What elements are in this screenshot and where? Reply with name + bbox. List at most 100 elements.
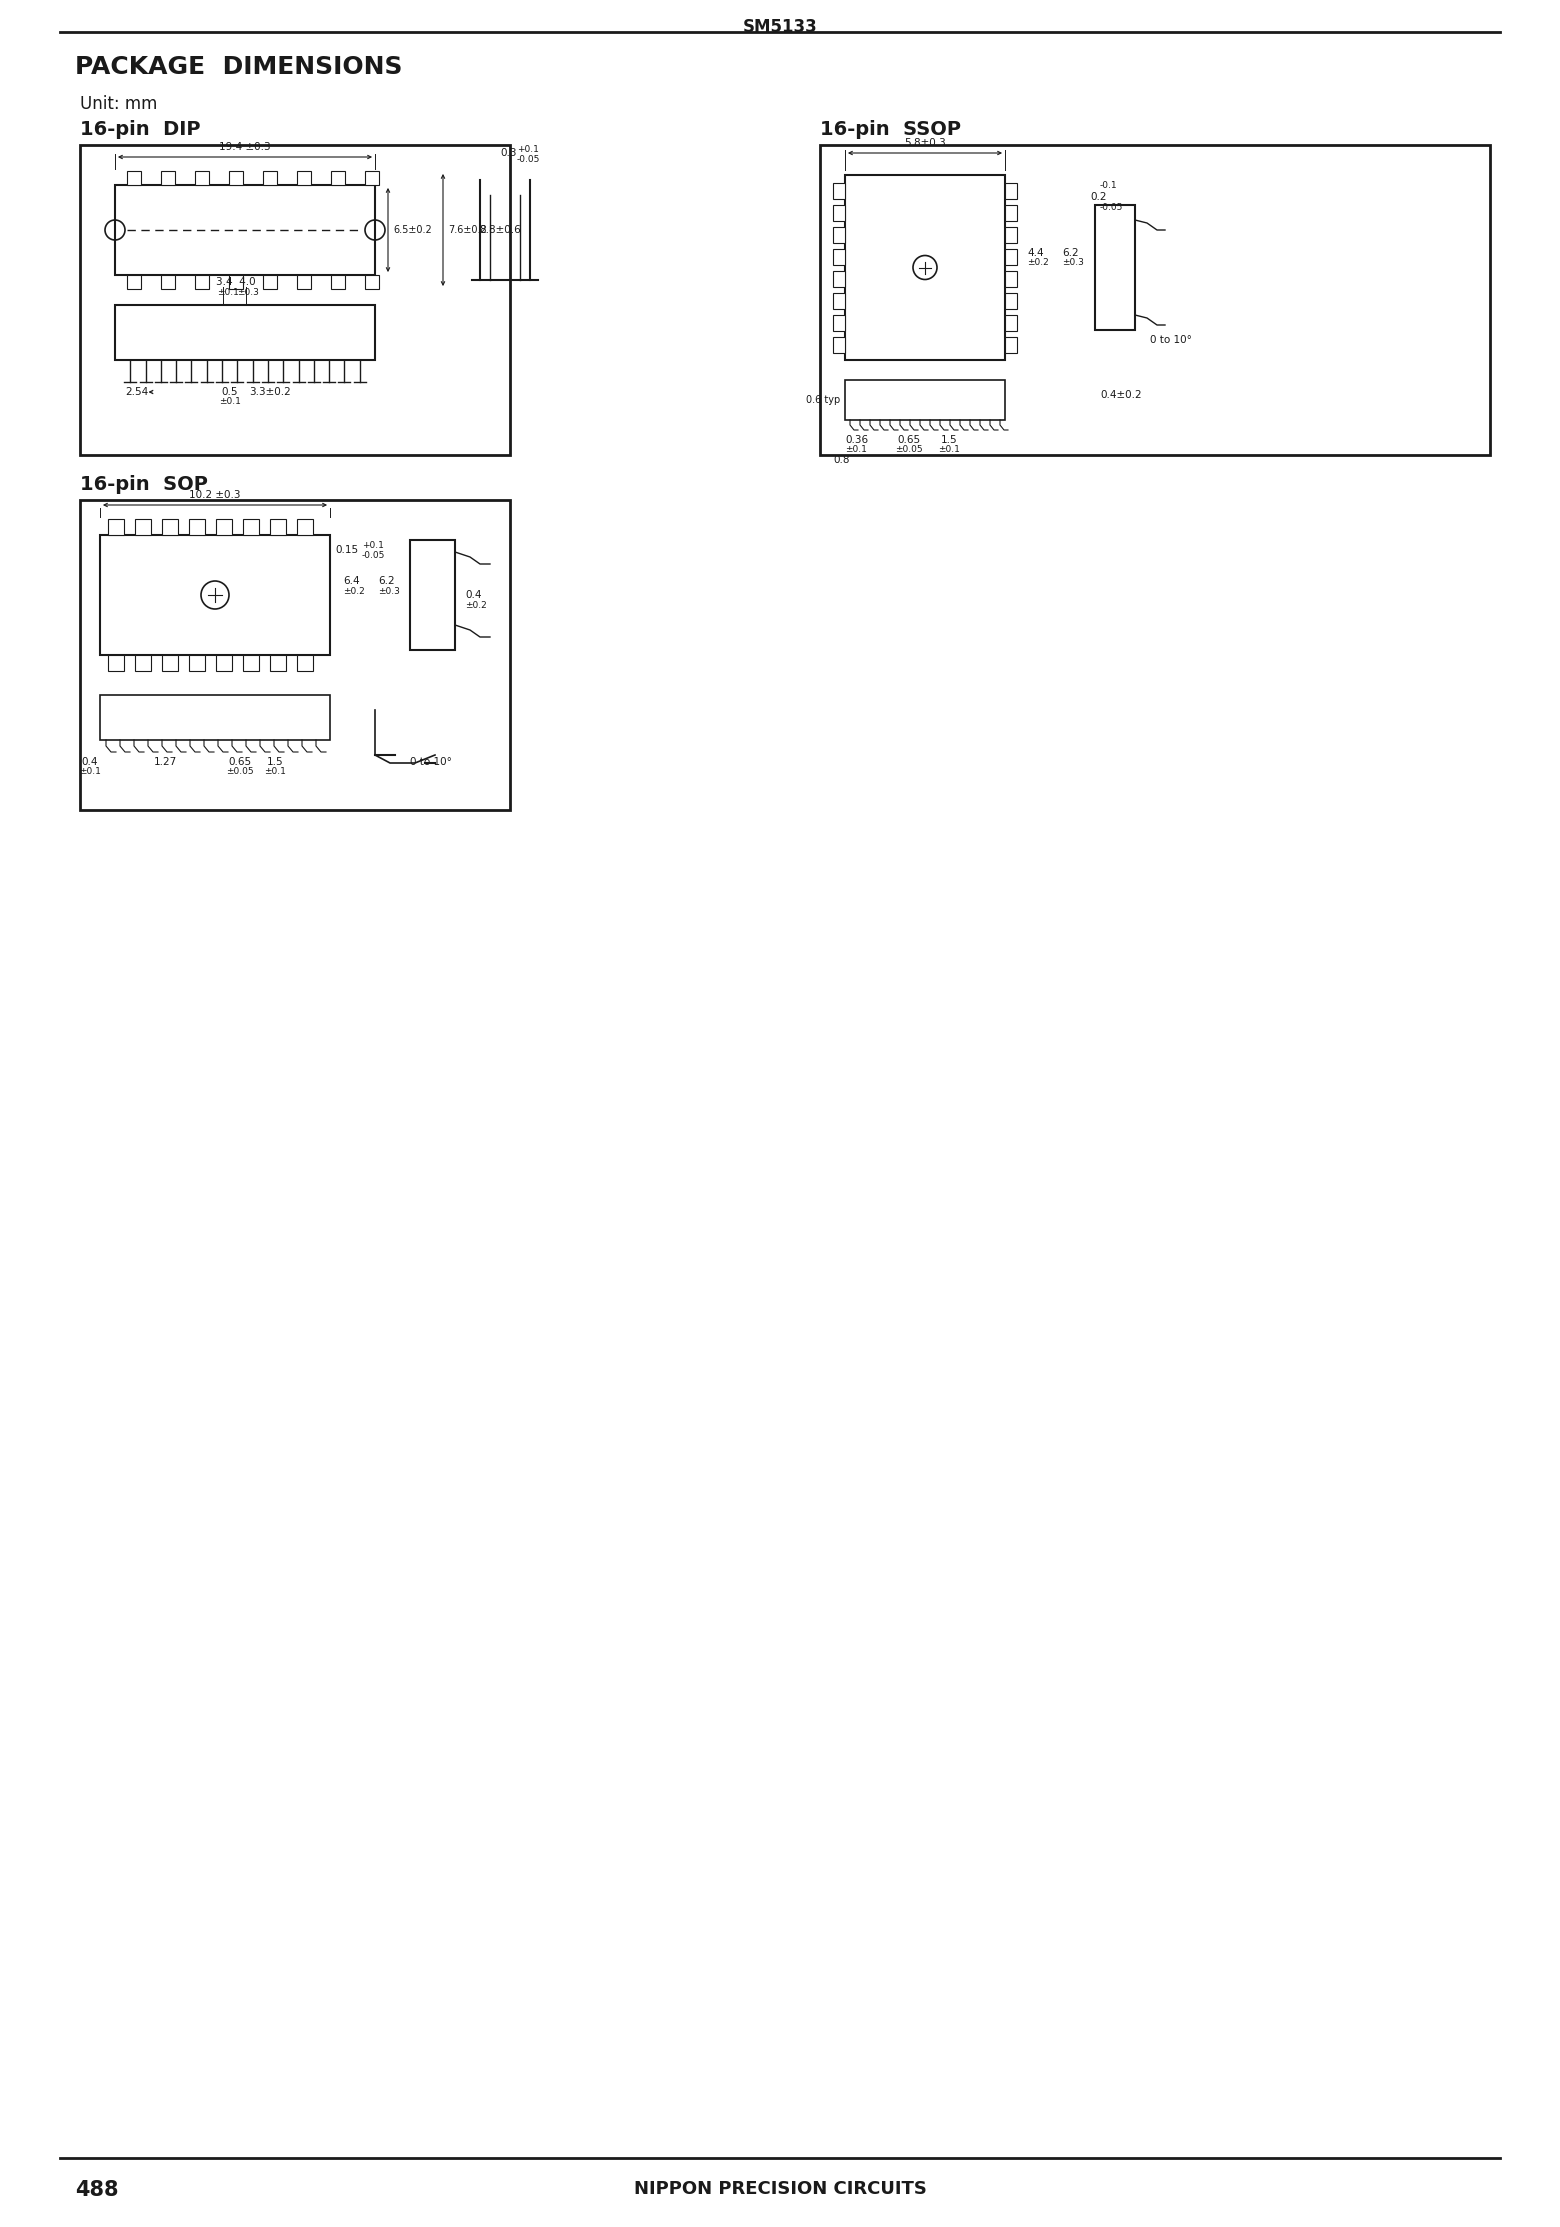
- Bar: [833, 205, 846, 220]
- Text: 16-pin  SSOP: 16-pin SSOP: [821, 120, 961, 138]
- Text: 0.4: 0.4: [465, 590, 482, 599]
- Bar: [161, 171, 175, 185]
- Text: 0.5: 0.5: [222, 387, 239, 396]
- Bar: [229, 171, 243, 185]
- Text: ±0.2: ±0.2: [343, 586, 365, 595]
- Text: -0.05: -0.05: [1100, 203, 1123, 212]
- Bar: [136, 655, 151, 670]
- Bar: [115, 305, 374, 361]
- Bar: [1005, 205, 1017, 220]
- Text: ±0.1: ±0.1: [938, 445, 959, 454]
- Bar: [100, 534, 331, 655]
- Bar: [833, 227, 846, 243]
- Text: ±0.1: ±0.1: [218, 396, 240, 408]
- Bar: [1005, 227, 1017, 243]
- Text: 0.15: 0.15: [335, 546, 359, 555]
- Text: 4.4: 4.4: [1026, 247, 1044, 258]
- Bar: [108, 519, 123, 534]
- Text: 6.4: 6.4: [343, 577, 360, 586]
- Text: 6.2: 6.2: [1062, 247, 1078, 258]
- Bar: [270, 519, 285, 534]
- Bar: [1095, 205, 1136, 330]
- Text: ±0.2: ±0.2: [465, 601, 487, 610]
- Bar: [80, 501, 510, 811]
- Text: ±0.3: ±0.3: [378, 586, 399, 595]
- Text: 6.2: 6.2: [378, 577, 395, 586]
- Text: SM5133: SM5133: [743, 18, 817, 36]
- Bar: [108, 655, 123, 670]
- Text: ±0.2: ±0.2: [1026, 258, 1048, 267]
- Bar: [189, 519, 204, 534]
- Text: 488: 488: [75, 2180, 119, 2200]
- Bar: [821, 145, 1490, 454]
- Bar: [331, 274, 345, 290]
- Text: 6.5±0.2: 6.5±0.2: [393, 225, 432, 236]
- Bar: [410, 539, 456, 650]
- Bar: [270, 655, 285, 670]
- Text: 16-pin  SOP: 16-pin SOP: [80, 474, 207, 494]
- Bar: [833, 249, 846, 265]
- Bar: [365, 171, 379, 185]
- Bar: [243, 519, 259, 534]
- Bar: [126, 171, 140, 185]
- Bar: [296, 655, 314, 670]
- Text: 0 to 10°: 0 to 10°: [1150, 334, 1192, 345]
- Bar: [229, 274, 243, 290]
- Text: -0.1: -0.1: [1100, 180, 1117, 189]
- Text: 1.27: 1.27: [153, 757, 176, 766]
- Bar: [833, 272, 846, 287]
- Bar: [833, 294, 846, 310]
- Bar: [365, 274, 379, 290]
- Text: 7.6±0.2: 7.6±0.2: [448, 225, 487, 236]
- Text: +0.1: +0.1: [516, 145, 538, 154]
- Text: ±0.1: ±0.1: [264, 768, 285, 777]
- Bar: [1005, 294, 1017, 310]
- Text: ±0.05: ±0.05: [226, 768, 254, 777]
- Text: 0.6 typ: 0.6 typ: [807, 394, 839, 405]
- Text: ±0.05: ±0.05: [895, 445, 924, 454]
- Text: 19.4 ±0.3: 19.4 ±0.3: [220, 143, 271, 151]
- Bar: [162, 655, 178, 670]
- Bar: [80, 145, 510, 454]
- Bar: [126, 274, 140, 290]
- Text: Unit: mm: Unit: mm: [80, 96, 158, 114]
- Text: 0.3: 0.3: [501, 147, 516, 158]
- Text: 5.8±0.3: 5.8±0.3: [905, 138, 945, 147]
- Bar: [296, 274, 310, 290]
- Text: NIPPON PRECISION CIRCUITS: NIPPON PRECISION CIRCUITS: [633, 2180, 927, 2198]
- Text: 10.2 ±0.3: 10.2 ±0.3: [189, 490, 240, 501]
- Bar: [846, 176, 1005, 361]
- Bar: [195, 274, 209, 290]
- Bar: [846, 381, 1005, 421]
- Bar: [100, 695, 331, 739]
- Bar: [1005, 336, 1017, 354]
- Bar: [331, 171, 345, 185]
- Text: +0.1: +0.1: [362, 541, 384, 550]
- Bar: [1005, 272, 1017, 287]
- Bar: [215, 519, 232, 534]
- Bar: [264, 274, 278, 290]
- Text: 0.4±0.2: 0.4±0.2: [1100, 390, 1142, 401]
- Text: 1.5: 1.5: [941, 434, 958, 445]
- Text: ±0.3: ±0.3: [1062, 258, 1084, 267]
- Bar: [1005, 314, 1017, 332]
- Bar: [1005, 249, 1017, 265]
- Bar: [195, 171, 209, 185]
- Text: ±0.1: ±0.1: [846, 445, 867, 454]
- Bar: [264, 171, 278, 185]
- Bar: [833, 183, 846, 198]
- Text: 0.36: 0.36: [846, 434, 867, 445]
- Text: 0.4: 0.4: [81, 757, 98, 766]
- Bar: [162, 519, 178, 534]
- Text: 0 to 10°: 0 to 10°: [410, 757, 452, 766]
- Text: 0.65: 0.65: [897, 434, 920, 445]
- Bar: [115, 185, 374, 274]
- Text: 8.8±0.6: 8.8±0.6: [479, 225, 521, 236]
- Text: 2.54: 2.54: [125, 387, 148, 396]
- Text: 0.65: 0.65: [228, 757, 251, 766]
- Bar: [215, 655, 232, 670]
- Text: 0.2: 0.2: [1090, 192, 1106, 203]
- Text: 16-pin  DIP: 16-pin DIP: [80, 120, 201, 138]
- Bar: [833, 314, 846, 332]
- Bar: [189, 655, 204, 670]
